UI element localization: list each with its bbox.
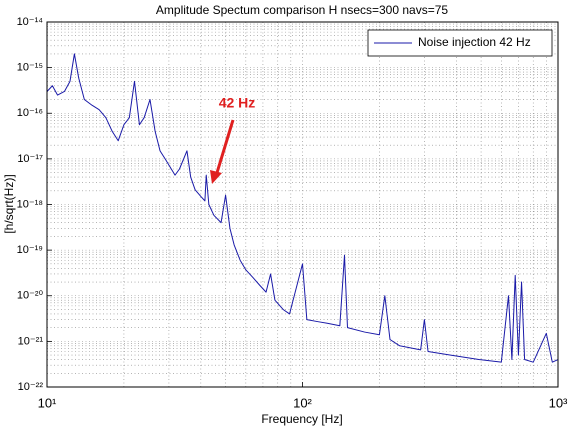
- y-tick-label: 10⁻¹⁸: [17, 198, 43, 210]
- grid: [46, 21, 559, 388]
- y-tick-label: 10⁻¹⁴: [17, 16, 44, 28]
- y-tick-label: 10⁻²¹: [18, 335, 44, 347]
- y-axis-label: [h/sqrt(Hz)]: [2, 174, 16, 233]
- y-tick-label: 10⁻²²: [18, 381, 44, 393]
- legend-label: Noise injection 42 Hz: [418, 35, 531, 49]
- y-tick-label: 10⁻¹⁵: [17, 62, 43, 74]
- x-axis-label: Frequency [Hz]: [261, 412, 342, 426]
- annotation-arrow: [210, 119, 235, 184]
- x-tick-label: 10²: [293, 395, 312, 410]
- marks: [46, 53, 559, 363]
- y-tick-label: 10⁻²⁰: [17, 290, 44, 302]
- annotation: 42 Hz: [219, 95, 256, 111]
- plot-frame: [46, 21, 559, 388]
- data-line: [46, 53, 559, 363]
- legend: Noise injection 42 Hz: [367, 29, 553, 57]
- chart-title: Amplitude Spectum comparison H nsecs=300…: [156, 3, 448, 17]
- x-tick-label: 10¹: [38, 395, 57, 410]
- y-tick-label: 10⁻¹⁶: [17, 107, 43, 119]
- y-tick-label: 10⁻¹⁷: [17, 153, 43, 165]
- y-tick-label: 10⁻¹⁹: [17, 244, 43, 256]
- x-tick-label: 10³: [549, 395, 568, 410]
